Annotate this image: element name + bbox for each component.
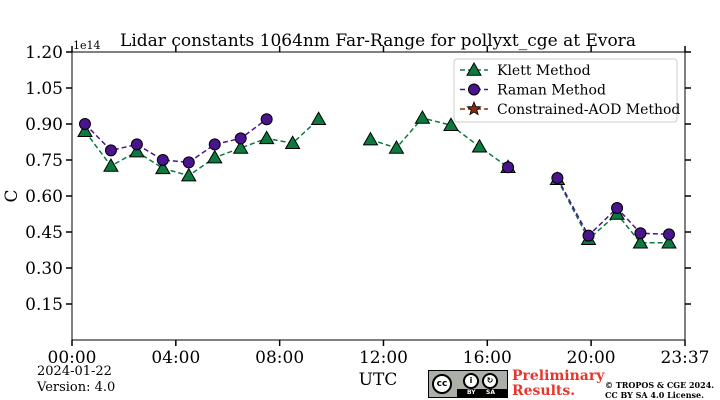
plot-frame	[71, 51, 686, 341]
series-0-point-0-6	[232, 139, 249, 154]
license-strip: BY SA	[457, 389, 508, 397]
series-0-line-1	[370, 117, 509, 168]
series-1-point-0-4	[182, 156, 195, 169]
y-tick-label-1: 0.30	[25, 259, 63, 279]
series-1-point-2-4	[662, 228, 675, 241]
copyright-line-1: © TROPOS & CGE 2024.	[605, 380, 715, 390]
series-0-point-0-9	[310, 111, 327, 125]
by-label: BY	[467, 389, 476, 396]
legend-label-1: Raman Method	[497, 83, 606, 99]
series-1-point-2-3	[634, 227, 647, 240]
y-tick-label-4: 0.75	[25, 151, 63, 171]
copyright-line-2: CC BY SA 4.0 License.	[605, 390, 704, 400]
attribution-icon: i	[463, 373, 479, 389]
y-tick-label-5: 0.90	[25, 115, 63, 135]
series-0-point-0-3	[154, 160, 171, 175]
y-tick-label-7: 1.20	[25, 43, 63, 63]
plot-area	[77, 109, 677, 249]
legend: Klett Method Raman Method Constrained-AOD …	[453, 58, 680, 123]
legend-box	[453, 58, 678, 123]
series-1-point-0-6	[234, 132, 247, 145]
series-0-point-2-4	[661, 234, 677, 249]
preliminary-results-note: Preliminary Results.	[512, 368, 605, 399]
series-1-point-0-7	[260, 113, 273, 126]
series-0-point-0-0	[77, 123, 93, 137]
legend-marker-1	[468, 83, 480, 96]
y-tick-label-0: 0.15	[25, 295, 63, 315]
series-0-point-0-4	[180, 167, 197, 182]
legend-label-2: Constrained-AOD Method	[497, 102, 680, 118]
legend-marker-0	[466, 61, 482, 76]
axis-ticks: 0.15 0.30 0.45 0.60 0.75 0.90 1.05 1.20 00:00 04:…	[25, 43, 709, 368]
series-0-point-1-1	[388, 139, 405, 154]
series-0-point-0-5	[206, 149, 223, 164]
series-1-point-0-0	[78, 118, 91, 130]
y-tick-label-6: 1.05	[25, 79, 63, 99]
cc-icon: cc	[432, 374, 452, 394]
date-label: 2024-01-22	[37, 364, 112, 379]
series-1-point-2-0	[551, 172, 564, 184]
sa-label: SA	[486, 389, 495, 396]
series-0-point-1-0	[362, 131, 379, 146]
legend-marker-2	[466, 100, 482, 116]
series-1-point-2-1	[582, 229, 595, 242]
copyright-note: © TROPOS & CGE 2024. CC BY SA 4.0 Licens…	[605, 380, 720, 400]
series-1-point-1-0	[502, 161, 515, 174]
x-tick-label-5: 20:00	[567, 348, 616, 368]
x-tick-label-1: 04:00	[151, 348, 200, 368]
x-tick-label-3: 12:00	[359, 348, 408, 368]
y-axis-label: C	[2, 189, 22, 202]
x-tick-label-4: 16:00	[463, 348, 512, 368]
version-label: Version: 4.0	[37, 380, 116, 395]
series-0-point-1-3	[443, 117, 459, 131]
y-axis-exponent: 1e14	[73, 39, 101, 52]
x-axis-label: UTC	[359, 370, 398, 390]
legend-label-0: Klett Method	[497, 63, 591, 79]
y-tick-label-3: 0.60	[25, 187, 63, 207]
series-1-point-0-1	[104, 144, 117, 157]
series-0-point-1-4	[471, 138, 488, 153]
series-0-point-2-3	[632, 234, 649, 249]
series-0-point-1-2	[414, 109, 431, 124]
series-1-point-0-3	[156, 154, 169, 166]
series-0-point-0-1	[103, 157, 119, 172]
cc-license-badge: cc i ↻ BY SA	[428, 370, 508, 398]
series-0-point-0-8	[284, 135, 301, 149]
series-0-point-0-2	[129, 143, 145, 158]
x-tick-label-6: 23:37	[661, 348, 710, 368]
series-0-line-0	[84, 118, 320, 177]
chart-title: Lidar constants 1064nm Far-Range for pol…	[120, 31, 636, 51]
share-alike-icon: ↻	[482, 373, 498, 389]
y-tick-label-2: 0.45	[25, 223, 63, 243]
series-1-point-0-5	[208, 138, 221, 151]
series-0-point-0-7	[258, 130, 275, 145]
x-tick-label-0: 00:00	[48, 348, 97, 368]
series-1-point-0-2	[130, 138, 143, 151]
series-1-point-2-2	[611, 202, 624, 214]
x-tick-label-2: 08:00	[255, 348, 304, 368]
